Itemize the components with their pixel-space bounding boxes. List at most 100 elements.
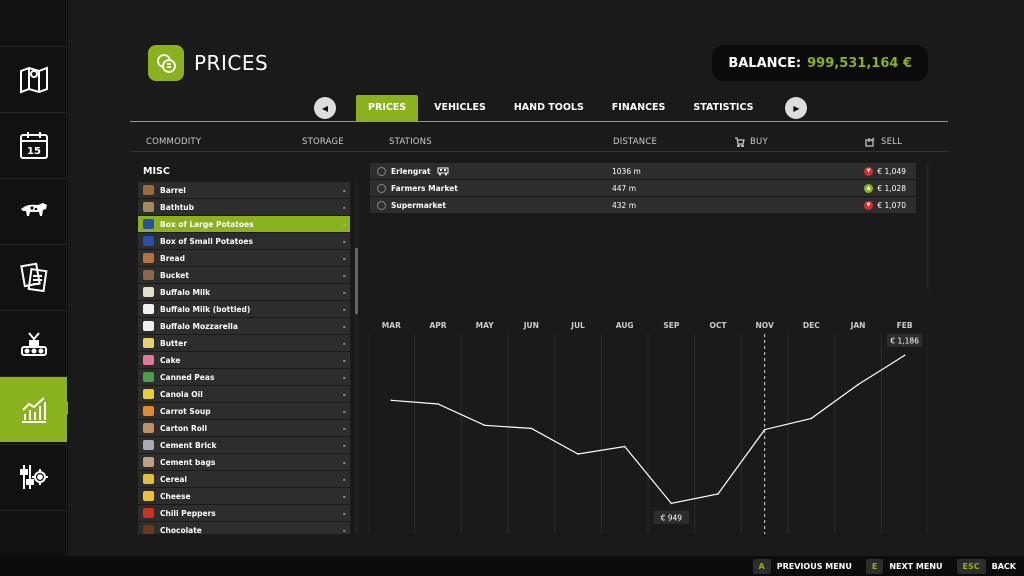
commodity-icon	[143, 457, 154, 467]
commodity-name: Canned Peas	[160, 372, 215, 382]
station-distance: 447 m	[612, 183, 637, 193]
footer-button-back[interactable]: ESC BACK	[956, 558, 1016, 574]
commodity-icon	[143, 287, 154, 297]
sidebar: 15	[0, 0, 76, 556]
commodity-name: Carton Roll	[160, 423, 208, 433]
commodity-icon	[143, 423, 154, 433]
commodity-item[interactable]: Buffalo Milk (bottled) -	[138, 301, 350, 317]
commodity-icon	[143, 372, 154, 382]
commodity-storage: -	[342, 185, 346, 195]
clock-icon	[377, 183, 386, 193]
sidebar-item-animals[interactable]	[0, 178, 67, 242]
tab-statistics[interactable]: STATISTICS	[693, 102, 754, 113]
commodity-name: Box of Small Potatoes	[160, 236, 253, 246]
column-header-distance: DISTANCE	[613, 137, 658, 147]
commodity-scrollbar-thumb[interactable]	[355, 248, 358, 314]
commodity-storage: -	[342, 253, 346, 263]
commodity-storage: -	[342, 304, 346, 314]
commodity-item[interactable]: Buffalo Mozzarella -	[138, 318, 350, 334]
sidebar-item-contracts[interactable]	[0, 244, 67, 308]
trend-down-icon: ▼	[864, 166, 873, 176]
commodity-icon	[143, 525, 154, 534]
key-hint: E	[865, 558, 884, 574]
commodity-storage: -	[342, 355, 346, 365]
x-tick-label: JUN	[523, 321, 539, 330]
column-header-commodity: COMMODITY	[146, 137, 202, 147]
commodity-item[interactable]: Canned Peas -	[138, 369, 350, 385]
commodity-icon	[143, 304, 154, 314]
commodity-icon	[143, 253, 154, 263]
commodity-item[interactable]: Canola Oil -	[138, 386, 350, 402]
commodity-item[interactable]: Buffalo Milk -	[138, 284, 350, 300]
tab-vehicles[interactable]: VEHICLES	[434, 102, 486, 113]
commodity-storage: -	[342, 270, 346, 280]
commodity-item[interactable]: Cereal -	[138, 471, 350, 487]
data-point	[530, 427, 533, 430]
station-row[interactable]: Farmers Market 447 m ▲ € 1,028	[370, 180, 916, 196]
contracts-icon	[19, 262, 47, 292]
x-tick-label: SEP	[663, 321, 680, 330]
commodity-item[interactable]: Bread -	[138, 250, 350, 266]
commodity-item[interactable]: Butter -	[138, 335, 350, 351]
stations-scrollbar[interactable]	[926, 163, 929, 291]
footer-button-previous-menu[interactable]: A PREVIOUS MENU	[752, 558, 852, 574]
commodity-storage: -	[342, 457, 346, 467]
commodity-storage: -	[342, 440, 346, 450]
x-tick-label: FEB	[897, 321, 913, 330]
footer-button-next-menu[interactable]: E NEXT MENU	[865, 558, 943, 574]
tab-hand-tools[interactable]: HAND TOOLS	[513, 102, 584, 113]
commodity-item[interactable]: Carrot Soup -	[138, 403, 350, 419]
buy-icon	[735, 137, 745, 147]
commodity-list: MISC Barrel - Bathtub - Box of Large Potatoe…	[138, 162, 350, 534]
commodity-storage: -	[342, 474, 346, 484]
tab-next-button[interactable]: ▶	[785, 97, 808, 119]
commodity-item[interactable]: Bathtub -	[138, 199, 350, 215]
commodity-storage: -	[342, 423, 346, 433]
tab-bar: ◀ PRICES VEHICLES HAND TOOLS FINANCES ST…	[314, 95, 808, 121]
sidebar-item-prices[interactable]	[0, 376, 76, 442]
footer-button-label: PREVIOUS MENU	[776, 561, 852, 571]
commodity-item[interactable]: Chocolate -	[138, 522, 350, 534]
commodity-item[interactable]: Carton Roll -	[138, 420, 350, 436]
tab-finances[interactable]: FINANCES	[611, 102, 666, 113]
commodity-item[interactable]: Box of Small Potatoes -	[138, 233, 350, 249]
tab-prev-button[interactable]: ◀	[314, 97, 336, 119]
commodity-icon	[143, 389, 154, 399]
commodity-storage: -	[342, 508, 346, 518]
sidebar-item-settings[interactable]	[0, 444, 67, 508]
commodity-name: Bathtub	[160, 202, 194, 212]
data-point	[763, 428, 766, 431]
sidebar-item-map[interactable]	[0, 46, 67, 110]
commodity-item[interactable]: Box of Large Potatoes -	[138, 216, 350, 232]
commodity-item[interactable]: Cake -	[138, 352, 350, 368]
page-title: PRICES	[194, 51, 269, 75]
commodity-name: Buffalo Milk (bottled)	[160, 304, 251, 314]
commodity-item[interactable]: Chili Peppers -	[138, 505, 350, 521]
commodity-item[interactable]: Barrel -	[138, 182, 350, 198]
commodity-icon	[143, 219, 154, 229]
page-header: PRICES	[148, 45, 268, 81]
station-sell-price: € 1,028	[877, 183, 906, 193]
commodity-icon	[143, 202, 154, 212]
sidebar-item-calendar[interactable]: 15	[0, 112, 67, 176]
commodity-item[interactable]: Cheese -	[138, 488, 350, 504]
price-series-line	[391, 354, 906, 505]
commodity-name: Chili Peppers	[160, 508, 216, 518]
station-name: Supermarket	[391, 200, 446, 210]
commodity-storage: -	[342, 491, 346, 501]
production-icon	[20, 331, 47, 356]
key-hint: ESC	[956, 558, 986, 574]
station-row[interactable]: Supermarket 432 m ▼ € 1,070	[370, 197, 916, 213]
station-row[interactable]: Erlengrat 1036 m ▼ € 1,049	[370, 163, 916, 179]
tab-prices[interactable]: PRICES	[356, 95, 419, 121]
x-tick-label: DEC	[803, 321, 820, 330]
sidebar-item-production[interactable]	[0, 310, 67, 374]
footer-bar: A PREVIOUS MENU E NEXT MENU ESC BACK	[0, 556, 1024, 576]
data-point	[903, 354, 906, 357]
commodity-scrollbar-track[interactable]	[355, 182, 358, 534]
commodity-item[interactable]: Cement Brick -	[138, 437, 350, 453]
commodity-item[interactable]: Bucket -	[138, 267, 350, 283]
commodity-item[interactable]: Cement bags -	[138, 454, 350, 470]
station-distance: 1036 m	[612, 166, 641, 176]
price-annotation-label: € 949	[661, 513, 683, 522]
